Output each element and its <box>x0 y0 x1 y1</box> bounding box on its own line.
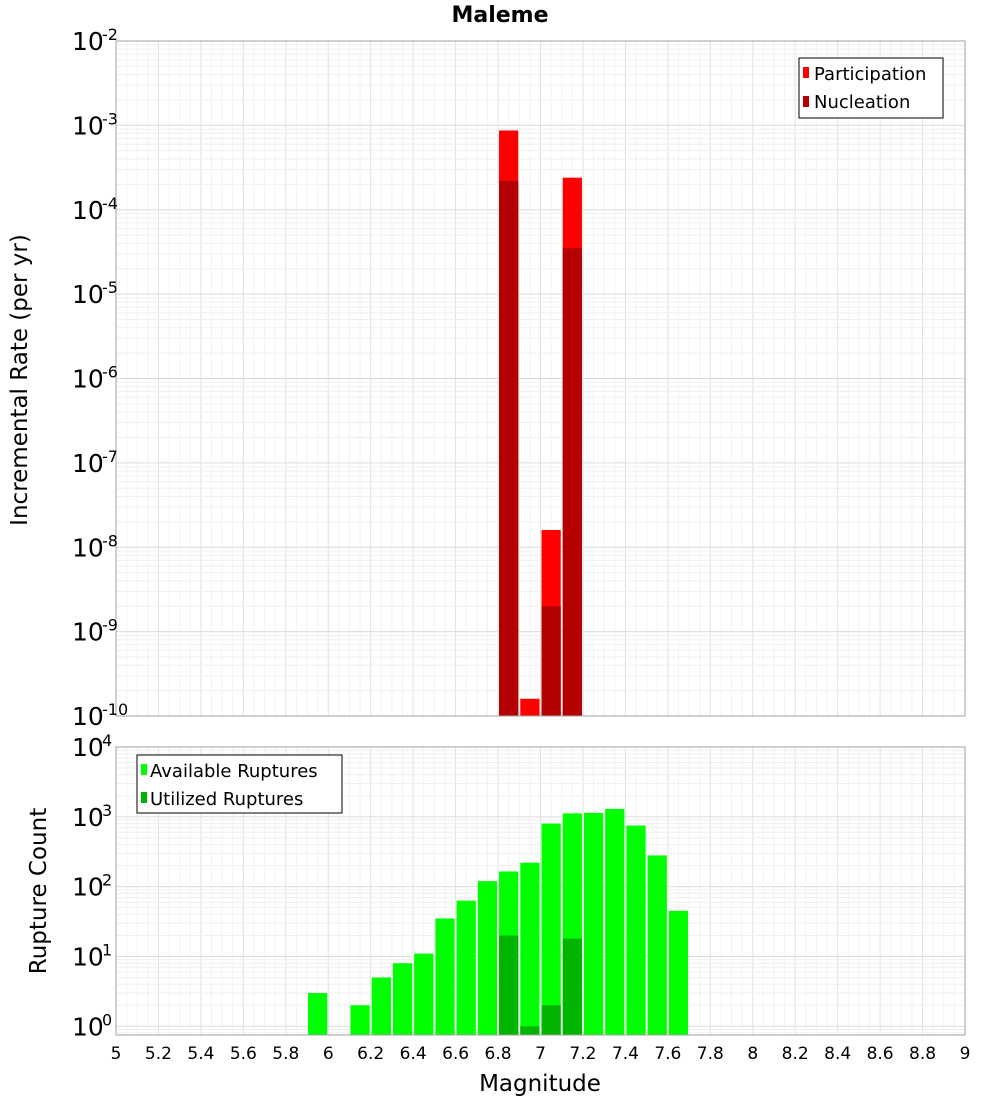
bar-available-ruptures <box>626 825 646 1035</box>
bar-available-ruptures <box>456 900 476 1035</box>
legend-label-available: Available Ruptures <box>150 761 318 782</box>
legend-swatch-available <box>141 764 147 775</box>
y-tick-label: 10 <box>72 733 104 762</box>
legend-label-nucleation: Nucleation <box>814 92 910 113</box>
x-tick-label: 6.8 <box>485 1044 512 1064</box>
chart-title: Maleme <box>451 3 548 28</box>
top-legend-box <box>798 57 944 119</box>
bottom-x-ticks: 5 5.2 5.4 5.6 5.8 6 6.2 6.4 6.6 6.8 7 7.2 7.4 7.6 7.8 8… <box>111 1044 971 1064</box>
top-plot-frame <box>115 40 966 717</box>
bar-utilized-ruptures <box>541 1005 561 1035</box>
y-tick-exponent: -10 <box>102 700 128 719</box>
y-tick-exponent: -9 <box>102 616 118 635</box>
bar-utilized-ruptures <box>562 938 582 1035</box>
bar-available-ruptures <box>647 855 667 1035</box>
y-tick-exponent: -2 <box>102 25 118 44</box>
legend-swatch-utilized <box>141 792 147 803</box>
bar-participation <box>520 698 540 716</box>
x-tick-label: 9 <box>960 1044 971 1064</box>
bar-utilized-ruptures <box>520 1026 540 1035</box>
bar-available-ruptures <box>350 1005 370 1035</box>
x-tick-label: 6.6 <box>442 1044 469 1064</box>
y-tick-label: 10 <box>72 942 104 971</box>
y-tick-label: 10 <box>72 449 104 478</box>
bar-available-ruptures <box>371 977 391 1035</box>
legend-swatch-participation <box>803 67 809 78</box>
bottom-bars <box>308 808 689 1035</box>
x-tick-label: 7.6 <box>654 1044 681 1064</box>
y-tick-exponent: 1 <box>102 940 112 959</box>
bottom-legend-box <box>136 754 343 814</box>
x-tick-label: 6 <box>323 1044 334 1064</box>
y-tick-label: 10 <box>72 618 104 647</box>
top-y-axis-label: Incremental Rate (per yr) <box>7 234 33 526</box>
top-grid <box>116 41 965 716</box>
y-tick-exponent: -7 <box>102 447 118 466</box>
bar-nucleation <box>562 248 582 717</box>
x-tick-label: 5.6 <box>230 1044 257 1064</box>
y-tick-exponent: -3 <box>102 109 118 128</box>
y-tick-exponent: -8 <box>102 531 118 550</box>
y-tick-exponent: 3 <box>102 801 112 820</box>
bar-available-ruptures <box>605 808 625 1035</box>
x-tick-label: 8.4 <box>824 1044 851 1064</box>
y-tick-exponent: 4 <box>102 731 112 750</box>
bar-available-ruptures <box>583 812 604 1035</box>
x-tick-label: 7 <box>535 1044 546 1064</box>
y-tick-exponent: -4 <box>102 194 118 213</box>
bar-available-ruptures <box>435 918 455 1035</box>
x-tick-label: 8 <box>747 1044 758 1064</box>
bottom-plot-frame <box>115 746 966 1036</box>
bar-available-ruptures <box>414 953 434 1035</box>
y-tick-label: 10 <box>72 196 104 225</box>
x-tick-label: 7.2 <box>569 1044 596 1064</box>
top-bars <box>499 130 582 717</box>
bar-available-ruptures <box>392 963 413 1035</box>
top-legend: Participation Nucleation <box>798 57 944 119</box>
y-tick-label: 10 <box>72 533 104 562</box>
bar-nucleation <box>499 180 519 716</box>
x-tick-label: 5.8 <box>272 1044 299 1064</box>
y-tick-exponent: -5 <box>102 278 118 297</box>
bar-available-ruptures <box>668 910 689 1035</box>
legend-label-participation: Participation <box>814 64 926 85</box>
y-tick-label: 10 <box>72 803 104 832</box>
y-tick-label: 10 <box>72 365 104 394</box>
legend-label-utilized: Utilized Ruptures <box>150 789 303 810</box>
bar-available-ruptures <box>541 823 561 1035</box>
bar-utilized-ruptures <box>499 935 519 1035</box>
y-tick-exponent: -6 <box>102 363 118 382</box>
x-tick-label: 6.4 <box>400 1044 427 1064</box>
bar-available-ruptures <box>308 992 328 1035</box>
y-tick-exponent: 2 <box>102 871 112 890</box>
bottom-legend: Available Ruptures Utilized Ruptures <box>136 754 343 814</box>
x-tick-label: 5 <box>111 1044 122 1064</box>
x-tick-label: 8.8 <box>909 1044 936 1064</box>
x-axis-label: Magnitude <box>479 1071 601 1097</box>
x-tick-label: 7.4 <box>612 1044 639 1064</box>
legend-swatch-nucleation <box>803 96 809 107</box>
y-tick-label: 10 <box>72 873 104 902</box>
y-tick-label: 10 <box>72 111 104 140</box>
x-tick-label: 8.2 <box>782 1044 809 1064</box>
y-tick-label: 10 <box>72 280 104 309</box>
x-tick-label: 5.4 <box>187 1044 214 1064</box>
x-tick-label: 5.2 <box>145 1044 172 1064</box>
bar-available-ruptures <box>520 862 540 1035</box>
y-tick-label: 10 <box>72 702 104 731</box>
y-tick-label: 10 <box>72 27 104 56</box>
x-tick-label: 6.2 <box>357 1044 384 1064</box>
bar-available-ruptures <box>477 881 498 1035</box>
x-tick-label: 8.6 <box>867 1044 894 1064</box>
bottom-y-axis-label: Rupture Count <box>26 808 52 974</box>
x-tick-label: 7.8 <box>697 1044 724 1064</box>
bar-nucleation <box>541 606 561 716</box>
y-tick-exponent: 0 <box>102 1010 112 1029</box>
y-tick-label: 10 <box>72 1012 104 1041</box>
